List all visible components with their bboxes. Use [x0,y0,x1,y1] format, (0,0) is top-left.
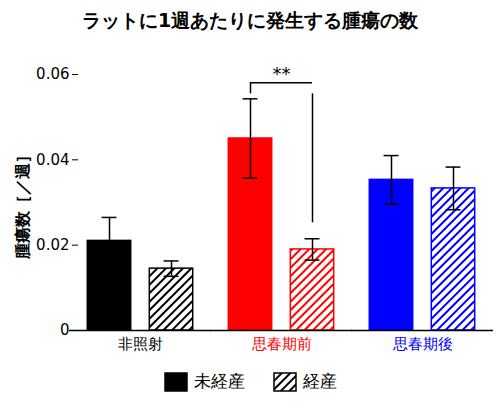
html-text:未経産: 未経産 [193,371,245,391]
svg-text:**: ** [273,63,291,84]
svg-text:0.04: 0.04 [36,151,69,169]
html-text:経産: 経産 [302,371,337,391]
html-text:ラットに1週あたりに発生する腫瘍の数: ラットに1週あたりに発生する腫瘍の数 [81,9,419,31]
svg-text:0.06: 0.06 [36,65,69,83]
svg-text:0.02: 0.02 [36,236,69,254]
svg-text:思春期後: 思春期後 [392,335,453,353]
svg-text:思春期前: 思春期前 [251,335,312,353]
svg-text:0: 0 [60,321,70,339]
svg-text:腫瘍数［／週］: 腫瘍数［／週］ [13,147,32,260]
svg-text:非照射: 非照射 [118,335,163,353]
